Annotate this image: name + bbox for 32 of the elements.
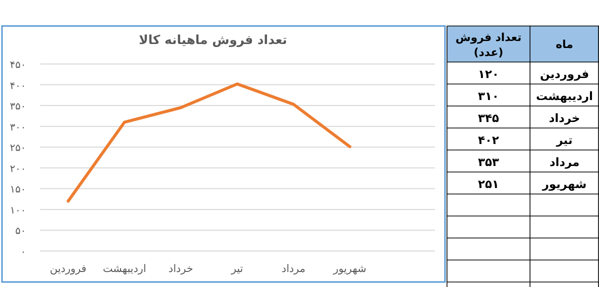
text: ۳۴۵ (478, 111, 500, 125)
y-tick-label: ۲۵۰ (10, 143, 26, 154)
x-tick-label: تیر (230, 263, 244, 275)
x-tick-label: شهریور (332, 263, 366, 275)
y-tick-label: ۰ (20, 247, 26, 258)
category-label: مرداد (549, 155, 580, 169)
y-tick-label: ۱۵۰ (10, 184, 26, 196)
y-tick-label: ۵۰ (15, 226, 26, 238)
y-tick-label: ۳۵۰ (10, 102, 26, 113)
text: تعداد فروش (عدد) (456, 31, 522, 59)
category-label: اردیبهشت (536, 89, 593, 103)
text: ۴۰۲ (478, 133, 500, 147)
x-tick-label: مرداد (282, 263, 306, 275)
x-tick-label: خرداد (168, 263, 194, 275)
text: ۲۵۱ (478, 177, 500, 191)
category-label: شهریور (542, 177, 587, 191)
y-tick-label: ۱۰۰ (10, 205, 26, 216)
line-series (66, 82, 352, 203)
x-tick-label: فروردین (50, 263, 86, 275)
text: ۱۲۰ (478, 67, 500, 81)
text: ۳۵۳ (478, 155, 500, 169)
category-label: خرداد (548, 111, 580, 125)
category-label: تیر (556, 133, 573, 147)
category-label: فروردین (540, 67, 590, 81)
y-tick-label: ۴۵۰ (10, 60, 26, 71)
text: ماه (556, 38, 574, 51)
y-tick-label: ۴۰۰ (10, 80, 26, 92)
x-tick-label: اردیبهشت (102, 263, 146, 275)
text: ۳۱۰ (478, 89, 500, 103)
y-tick-label: ۲۰۰ (10, 164, 26, 175)
chart-title: تعداد فروش ماهیانه کالا (138, 32, 288, 48)
y-tick-label: ۳۰۰ (10, 122, 26, 134)
